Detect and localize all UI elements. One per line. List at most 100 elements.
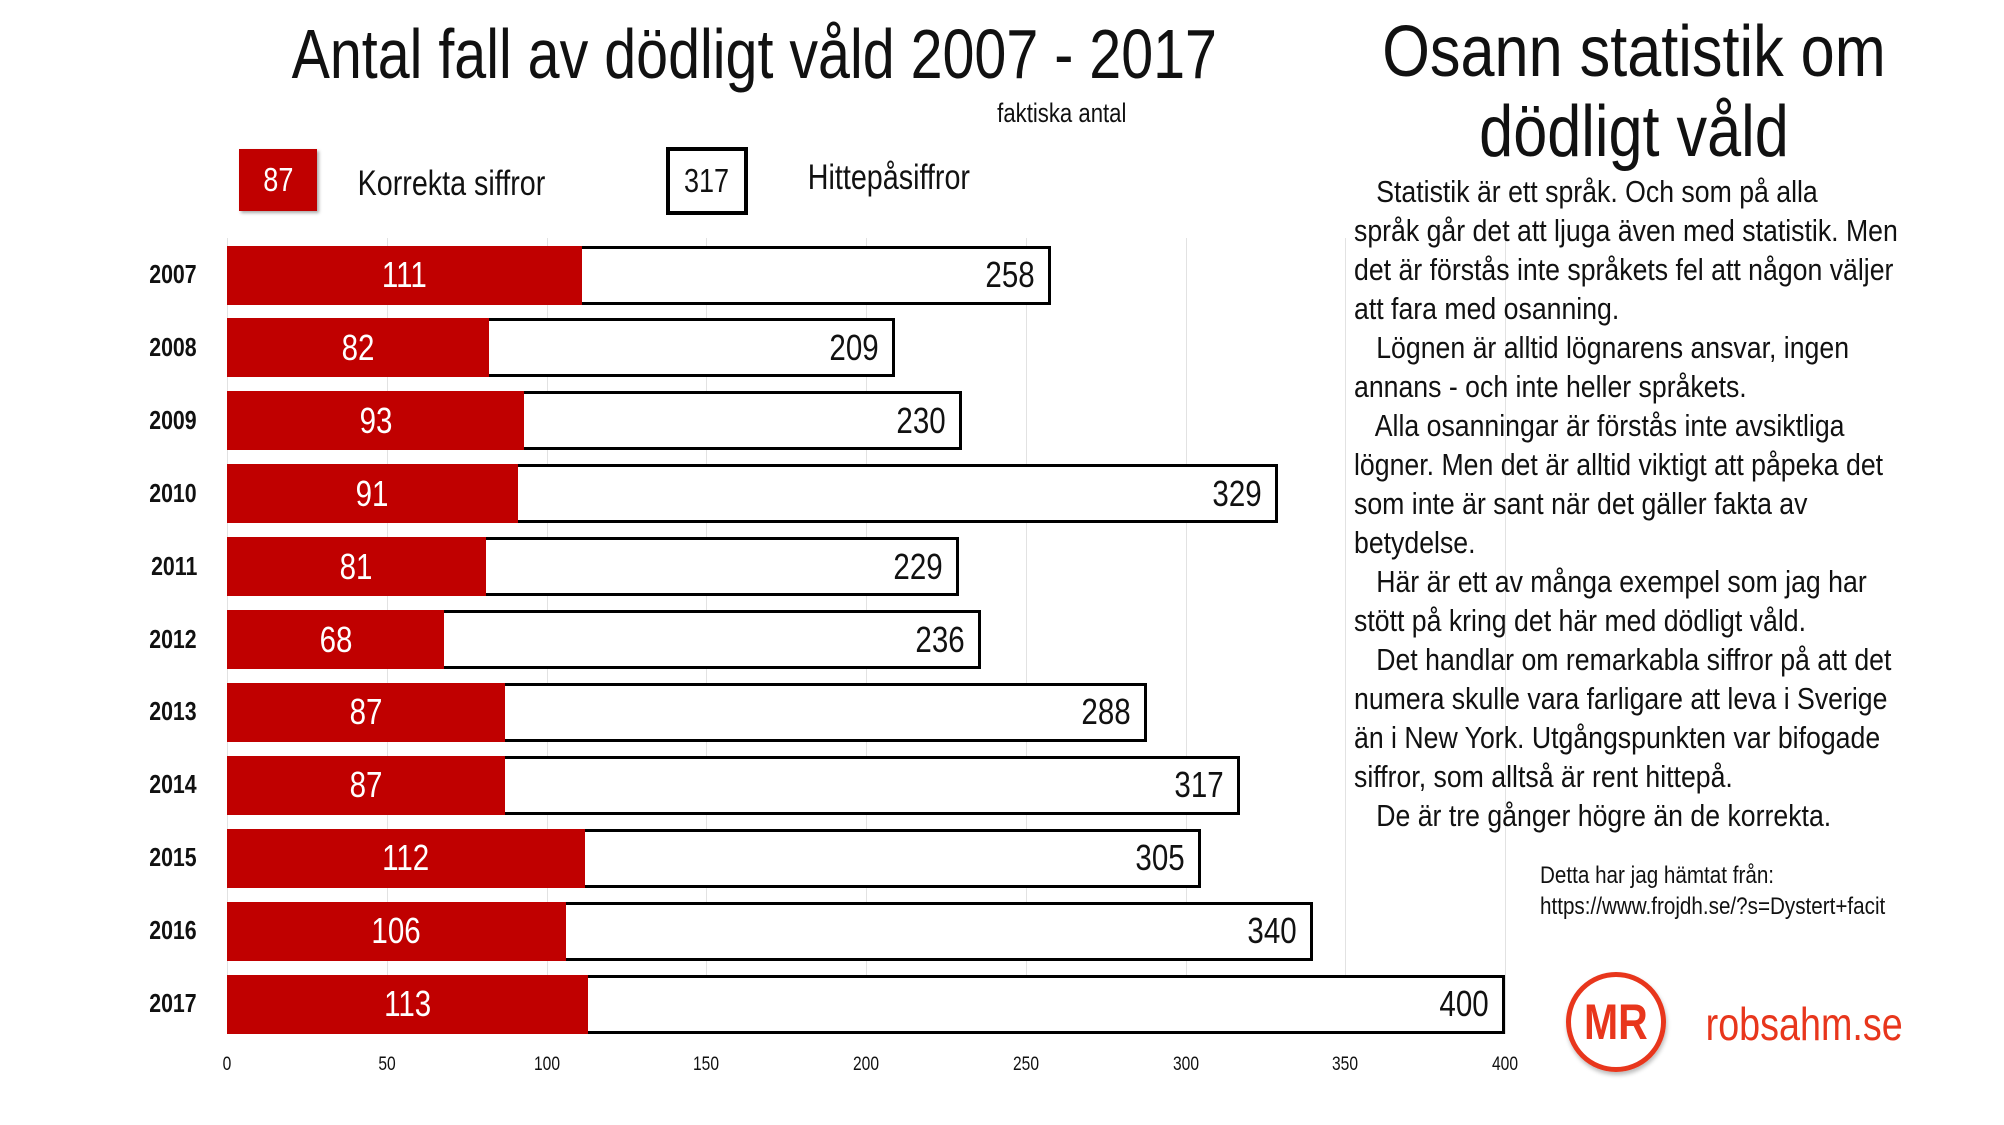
bar-hittepa-text: 229: [892, 545, 943, 587]
bar-hittepa: 230: [521, 391, 962, 451]
year-label: 2016: [122, 915, 202, 946]
article-line: språk går det att ljuga även med statist…: [1354, 213, 1898, 248]
article-line: siffror, som alltså är rent hittepå.: [1354, 759, 1733, 794]
year-label-text: 2016: [149, 915, 197, 946]
article-line: stött på kring det här med dödligt våld.: [1354, 603, 1806, 638]
year-label-text: 2015: [149, 842, 197, 873]
year-label: 2015: [122, 842, 202, 873]
year-label: 2013: [122, 696, 202, 727]
bar-hittepa-text: 400: [1439, 983, 1489, 1024]
year-label: 2007: [122, 259, 202, 290]
bar-korrekta-text: 68: [319, 618, 353, 660]
legend-white-swatch: 317: [666, 147, 748, 215]
bar-hittepa: 288: [501, 682, 1148, 742]
article-line: som inte är sant när det gäller fakta av: [1354, 486, 1808, 521]
bar-korrekta: 111: [227, 245, 582, 305]
bar-korrekta-text: 112: [382, 837, 430, 879]
bar-hittepa-text: 288: [1081, 691, 1131, 733]
gridline: [1345, 238, 1347, 1034]
article-title-line2: dödligt våld: [1479, 92, 1789, 172]
article-line: betydelse.: [1354, 525, 1476, 560]
article-line: lögner. Men det är alltid viktigt att på…: [1354, 447, 1884, 482]
bar-hittepa: 400: [585, 974, 1505, 1034]
year-label-text: 2010: [149, 477, 197, 508]
bar-korrekta: 106: [227, 901, 566, 961]
article-line: Alla osanningar är förstås inte avsiktli…: [1354, 408, 1845, 443]
source-note: Detta har jag hämtat från: https://www.f…: [1540, 860, 1942, 922]
year-label-text: 2008: [149, 331, 197, 362]
bar-korrekta: 82: [227, 318, 489, 378]
article-line: än i New York. Utgångspunkten var bifoga…: [1354, 720, 1881, 755]
bar-hittepa-text: 258: [985, 254, 1035, 295]
x-tick-label: 150: [693, 1054, 720, 1075]
year-label: 2008: [122, 332, 202, 363]
x-tick-label: 350: [1332, 1054, 1359, 1075]
source-label: Detta har jag hämtat från:: [1540, 862, 1775, 889]
legend-red-label: Korrekta siffror: [357, 164, 546, 203]
bar-korrekta: 91: [227, 464, 518, 524]
year-label-text: 2012: [149, 623, 197, 654]
bar-korrekta: 87: [227, 755, 505, 815]
article-body: Statistik är ett språk. Och som på alla s…: [1354, 172, 1986, 835]
year-label-text: 2007: [149, 259, 197, 289]
bar-korrekta: 113: [227, 974, 589, 1034]
bar-korrekta: 93: [227, 391, 525, 451]
x-tick-label: 0: [222, 1054, 232, 1075]
year-label-text: 2013: [149, 696, 197, 727]
bar-hittepa-text: 329: [1212, 472, 1262, 514]
article-line: Statistik är ett språk. Och som på alla: [1354, 174, 1818, 209]
x-tick-label: 400: [1492, 1054, 1518, 1075]
article-title-line1: Osann statistik om: [1382, 12, 1886, 92]
year-label: 2010: [122, 478, 202, 509]
bar-hittepa-text: 209: [829, 326, 879, 368]
year-label-text: 2014: [149, 769, 197, 800]
article-line: det är förstås inte språkets fel att någ…: [1354, 252, 1894, 287]
bar-korrekta: 87: [227, 682, 505, 742]
x-tick-label: 50: [378, 1054, 396, 1075]
gridline: [1025, 238, 1027, 1034]
bar-korrekta-text: 113: [383, 983, 432, 1024]
logo-mark: MR: [1566, 972, 1666, 1072]
source-url: https://www.frojdh.se/?s=Dystert+facit: [1540, 893, 1886, 920]
article-line: De är tre gånger högre än de korrekta.: [1354, 798, 1832, 833]
year-label: 2009: [122, 405, 202, 436]
chart-subtitle: faktiska antal: [997, 98, 1127, 128]
year-label: 2014: [122, 769, 202, 800]
gridline: [1185, 238, 1187, 1034]
year-label-text: 2017: [149, 988, 197, 1018]
x-tick-label: 200: [853, 1054, 879, 1075]
legend-red-swatch: 87: [239, 149, 317, 211]
legend-white-label: Hittepåsiffror: [807, 158, 970, 197]
logo-text: robsahm.se: [1705, 998, 1903, 1050]
bar-korrekta: 68: [227, 610, 445, 669]
article-line: Här är ett av många exempel som jag har: [1354, 564, 1867, 599]
bar-korrekta-text: 82: [341, 326, 375, 368]
year-label: 2017: [122, 988, 202, 1019]
bar-hittepa: 258: [578, 245, 1052, 305]
bar-hittepa: 236: [441, 610, 981, 669]
article-line: numera skulle vara farligare att leva i …: [1354, 681, 1888, 716]
article-line: att fara med osanning.: [1354, 291, 1620, 326]
bar-hittepa: 317: [501, 755, 1240, 815]
bar-hittepa-text: 305: [1135, 837, 1186, 879]
bar-hittepa: 209: [485, 318, 895, 378]
bar-korrekta-text: 111: [381, 254, 427, 295]
year-label: 2012: [122, 624, 202, 655]
article-line: Lögnen är alltid lögnarens ansvar, ingen: [1354, 330, 1850, 365]
year-label: 2011: [122, 551, 202, 582]
bar-hittepa-text: 340: [1247, 910, 1297, 952]
bar-hittepa-text: 317: [1174, 764, 1224, 806]
bar-korrekta-text: 106: [371, 910, 421, 952]
x-tick-label: 100: [533, 1054, 560, 1075]
bar-korrekta-text: 93: [359, 399, 392, 441]
bar-korrekta-text: 81: [339, 545, 373, 587]
x-tick-label: 300: [1172, 1054, 1199, 1075]
bar-korrekta: 112: [227, 828, 585, 888]
gridline: [1505, 238, 1506, 1034]
bar-hittepa: 305: [581, 828, 1202, 888]
bar-hittepa: 340: [562, 901, 1314, 961]
year-label-text: 2011: [150, 550, 197, 581]
bar-korrekta-text: 87: [349, 691, 383, 733]
bar-korrekta: 81: [227, 537, 486, 597]
year-label-text: 2009: [149, 404, 197, 435]
